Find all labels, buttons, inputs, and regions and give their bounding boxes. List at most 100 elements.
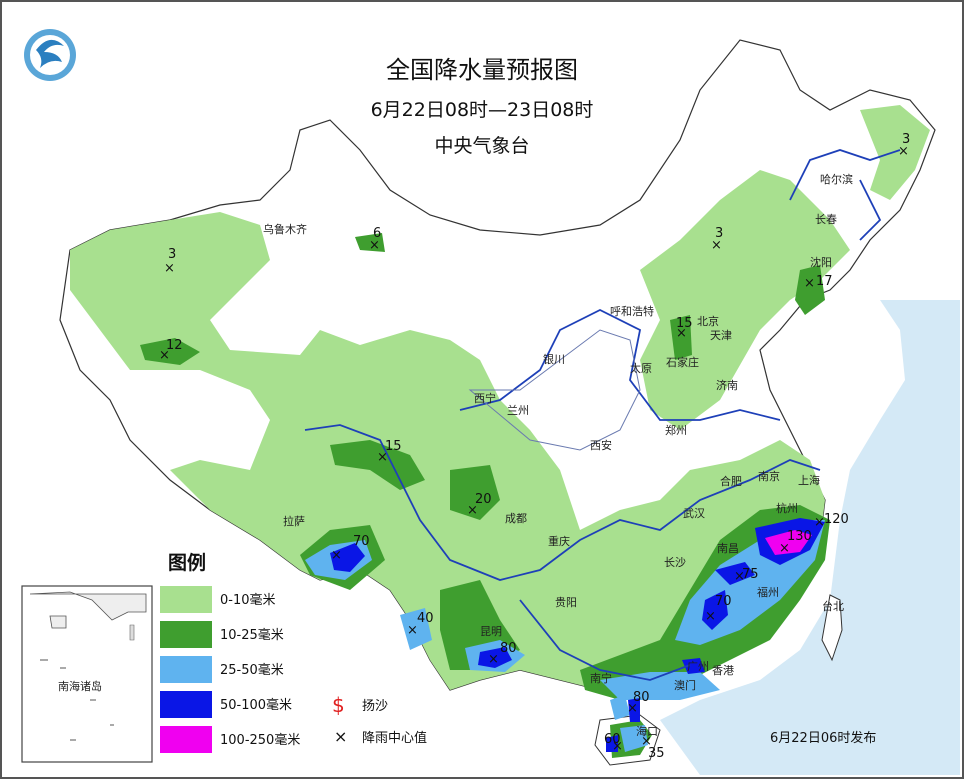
rain-center-mark: × [641,734,652,749]
inset-label: 南海诸岛 [58,679,102,693]
rain-center-mark: × [488,652,499,667]
rain-center-value: 35 [648,746,665,761]
rain-center-mark: × [705,609,716,624]
city-label: 海口 [636,724,658,738]
rain-center-symbol-icon: × [334,727,347,746]
rain-center-mark: × [676,326,687,341]
legend-swatch [160,586,212,613]
rain-center-value: 75 [742,567,759,582]
city-label: 兰州 [507,404,529,417]
rivers [304,149,901,681]
city-label: 合肥 [720,474,742,488]
legend-label: 50-100毫米 [220,697,292,713]
legend-label: 0-10毫米 [220,592,276,608]
rain-center-value: 3 [902,132,910,147]
rain-center-value: 60 [604,732,621,747]
city-label: 北京 [697,314,719,328]
rain-center-mark: × [898,144,909,159]
city-label: 澳门 [674,678,696,692]
rain-center-mark: × [612,739,623,754]
city-label: 南京 [758,469,780,483]
rain-center-mark: × [734,569,745,584]
city-label: 西安 [590,438,612,452]
city-label: 武汉 [683,507,705,520]
legend-label: 100-250毫米 [220,732,300,748]
rain-center-mark: × [804,276,815,291]
city-label: 广州 [687,660,709,673]
city-label: 呼和浩特 [610,304,654,318]
city-label: 乌鲁木齐 [263,222,307,236]
agency-name: 中央气象台 [434,135,529,157]
legend-label: 10-25毫米 [220,627,284,643]
cma-logo [24,29,76,81]
city-label: 台北 [822,599,844,613]
rain-center-mark: × [627,701,638,716]
legend-symbol-label: 扬沙 [362,699,388,714]
city-label: 拉萨 [283,514,305,528]
rain-center-value: 3 [168,247,176,262]
rain-zone-very-heavy [330,518,825,752]
rain-center-value: 15 [385,439,402,454]
yellow-river-basin [468,329,641,451]
legend-heading: 图例 [168,551,206,574]
rain-center-value: 70 [353,534,370,549]
rain-center-value: 15 [676,316,693,331]
rain-center-mark: × [467,503,478,518]
legend: 图例 0-10毫米 10-25毫米 25-50毫米 50-100毫米 100-2… [160,551,427,753]
legend-swatch [160,691,212,718]
rain-center-value: 3 [715,226,723,241]
rain-center-value: 80 [633,690,650,705]
sea-area [660,300,960,775]
rain-center-value: 40 [417,611,434,626]
city-label: 西宁 [474,391,496,405]
issue-time: 6月22日06时发布 [770,730,876,746]
city-label: 杭州 [776,501,798,515]
rain-center-mark: × [159,348,170,363]
rain-center-mark: × [814,515,825,530]
legend-swatch [160,726,212,753]
rain-center-mark: × [711,238,722,253]
city-label: 银川 [543,352,565,366]
city-label: 上海 [798,473,820,487]
rain-center-mark: × [779,541,790,556]
city-label: 哈尔滨 [820,172,853,186]
city-label: 太原 [630,362,652,375]
legend-label: 25-50毫米 [220,662,284,678]
rain-center-value: 17 [816,274,833,289]
south-china-sea-inset: 南海诸岛 [21,585,153,763]
city-label: 重庆 [548,534,570,548]
city-label: 福州 [757,585,779,599]
rain-center-value: 70 [715,594,732,609]
rain-center-mark: × [331,548,342,563]
rain-center-mark: × [369,238,380,253]
rain-center-value: 12 [166,338,183,353]
legend-swatch [160,656,212,683]
city-label: 济南 [716,378,738,392]
city-label: 香港 [712,664,734,677]
city-labels: 乌鲁木齐 哈尔滨 长春 沈阳 呼和浩特 北京 天津 石家庄 太原 济南 银川 西… [263,172,853,738]
city-label: 郑州 [665,423,687,437]
rain-zone-torrential [765,530,812,555]
legend-swatch [160,621,212,648]
city-label: 石家庄 [666,355,699,369]
rain-center-value: 20 [475,492,492,507]
city-label: 长春 [815,213,837,226]
rain-center-value: 6 [373,226,381,241]
rain-center-mark: × [377,450,388,465]
legend-symbol-label: 降雨中心值 [362,730,427,746]
forecast-period: 6月22日08时—23日08时 [371,99,594,121]
city-label: 天津 [710,329,732,342]
sand-symbol-icon: $ [332,693,345,717]
city-label: 南宁 [590,671,612,685]
rain-center-value: 120 [824,512,849,527]
rain-center-value: 130 [787,529,812,544]
rain-center-value: 80 [500,641,517,656]
rain-center-markers: × 3 × 6 × 3 × 3 × 17 × 15 × 12 × 15 × 20… [159,132,910,761]
city-label: 沈阳 [810,255,832,269]
city-label: 昆明 [480,625,502,638]
city-label: 成都 [505,512,527,525]
taiwan-land [821,594,843,662]
city-label: 贵阳 [555,596,577,609]
rain-center-mark: × [407,623,418,638]
